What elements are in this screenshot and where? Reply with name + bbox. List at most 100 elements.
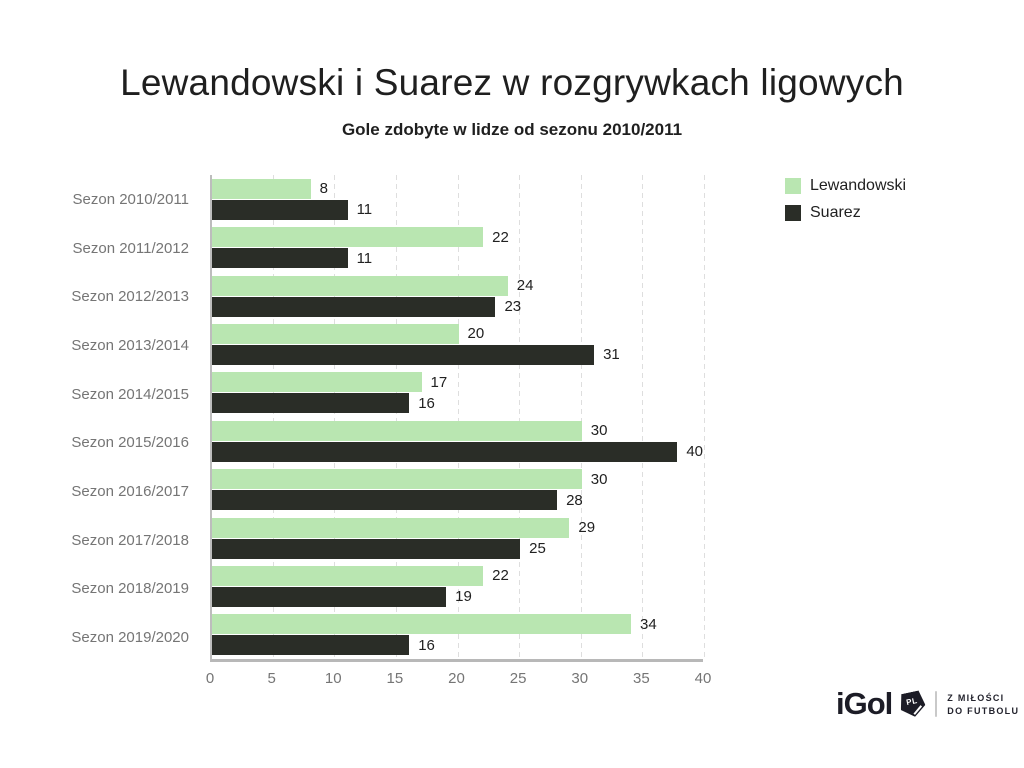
- bar-row: 11: [212, 248, 703, 269]
- value-label: 16: [418, 636, 435, 654]
- x-tick-label: 10: [324, 670, 342, 687]
- bar-lewandowski: [212, 178, 311, 199]
- category-label: Sezon 2018/2019: [71, 580, 189, 598]
- bar-lewandowski: [212, 323, 459, 344]
- gridline: [580, 175, 582, 659]
- legend: Lewandowski Suarez: [785, 177, 906, 222]
- bar-lewandowski: [212, 565, 484, 586]
- gridline: [395, 175, 397, 659]
- x-axis: 0 5 10 15 20 25 30 35 40: [0, 670, 1024, 694]
- bar-lewandowski: [212, 420, 582, 441]
- value-label: 22: [492, 228, 509, 246]
- value-label: 29: [578, 519, 596, 537]
- gridline: [272, 175, 274, 659]
- bar-suarez: [212, 538, 521, 559]
- logo-badge-text: PL: [905, 695, 919, 707]
- bar-lewandowski: [212, 469, 582, 490]
- category-axis: Sezon 2010/2011 Sezon 2011/2012 Sezon 2012…: [0, 175, 200, 662]
- value-label: 34: [640, 615, 657, 633]
- legend-label-lewandowski: Lewandowski: [810, 177, 907, 194]
- legend-swatch-lewandowski: [785, 178, 801, 194]
- bar-lewandowski: [212, 227, 484, 248]
- logo-text: iGol: [836, 686, 893, 721]
- bar-group: 29 25: [212, 514, 703, 562]
- bar-row: 8: [212, 178, 703, 199]
- bar-suarez: [212, 586, 447, 607]
- pl-pentagon-icon: PL: [898, 689, 928, 719]
- value-label: 30: [590, 470, 608, 488]
- legend-item-suarez: Suarez: [785, 204, 906, 222]
- x-tick-label: 15: [386, 670, 404, 687]
- bar-group: 20 31: [212, 320, 703, 368]
- legend-swatch-suarez: [785, 205, 801, 221]
- bar-row: 20: [212, 323, 703, 344]
- bar-group: 24 23: [212, 272, 703, 320]
- logo-divider: [935, 691, 938, 717]
- bar-group: 30 28: [212, 465, 703, 513]
- gridline: [642, 175, 644, 659]
- x-tick-label: 0: [205, 670, 215, 687]
- bar-group: 22 11: [212, 223, 703, 271]
- value-label: 20: [467, 325, 485, 343]
- logo-tagline-line2: DO FUTBOLU: [947, 705, 1020, 716]
- x-tick-label: 20: [448, 670, 465, 687]
- category-label: Sezon 2011/2012: [72, 239, 190, 257]
- category-label: Sezon 2010/2011: [72, 190, 190, 208]
- logo-tagline-line1: Z MIŁOŚCI: [947, 692, 1005, 703]
- category-label: Sezon 2016/2017: [71, 483, 189, 501]
- bar-lewandowski: [212, 372, 422, 393]
- bar-row: 16: [212, 393, 703, 414]
- bar-row: 11: [212, 199, 703, 220]
- value-label: 23: [504, 298, 522, 316]
- value-label: 25: [529, 540, 546, 558]
- bar-suarez: [212, 635, 410, 656]
- bar-suarez: [212, 344, 595, 365]
- value-label: 11: [356, 201, 373, 219]
- bar-row: 22: [212, 227, 703, 248]
- category-label: Sezon 2017/2018: [71, 531, 189, 549]
- x-tick-label: 30: [571, 670, 589, 687]
- value-label: 24: [516, 277, 534, 295]
- bar-row: 24: [212, 275, 703, 296]
- bar-suarez: [212, 296, 496, 317]
- value-label: 28: [566, 491, 583, 509]
- value-label: 19: [455, 588, 472, 606]
- value-label: 8: [319, 180, 328, 198]
- bar-group: 8 11: [212, 175, 703, 223]
- bar-row: 28: [212, 490, 703, 511]
- gridline: [457, 175, 459, 659]
- brand-logo: iGol PL Z MIŁOŚCI DO FUTBOLU: [836, 686, 1019, 722]
- value-label: 22: [492, 567, 509, 585]
- bar-row: 23: [212, 296, 703, 317]
- category-label: Sezon 2014/2015: [71, 385, 189, 403]
- bar-suarez: [212, 248, 348, 269]
- bar-group: 17 16: [212, 369, 703, 417]
- bar-lewandowski: [212, 614, 632, 635]
- bar-row: 17: [212, 372, 703, 393]
- legend-label-suarez: Suarez: [810, 204, 861, 221]
- bar-suarez: [212, 393, 410, 414]
- gridline: [334, 175, 336, 659]
- x-tick-label: 25: [509, 670, 527, 687]
- x-tick-label: 35: [633, 670, 650, 687]
- legend-item-lewandowski: Lewandowski: [785, 177, 906, 195]
- bar-row: 30: [212, 420, 703, 441]
- bar-row: 34: [212, 614, 703, 635]
- bar-row: 31: [212, 344, 703, 365]
- bar-group: 22 19: [212, 562, 703, 610]
- value-label: 11: [356, 249, 373, 267]
- bar-lewandowski: [212, 275, 508, 296]
- chart-title: Lewandowski i Suarez w rozgrywkach ligow…: [120, 62, 904, 103]
- bar-row: 40: [212, 441, 703, 462]
- logo-tagline: Z MIŁOŚCI DO FUTBOLU: [947, 693, 1019, 716]
- value-label: 30: [590, 422, 608, 440]
- bar-suarez: [212, 199, 348, 220]
- chart-subtitle: Gole zdobyte w lidze od sezonu 2010/2011: [341, 120, 683, 139]
- value-label: 40: [686, 443, 703, 461]
- category-label: Sezon 2012/2013: [71, 288, 189, 306]
- bar-row: 19: [212, 586, 703, 607]
- bar-row: 25: [212, 538, 703, 559]
- bar-group: 34 16: [212, 611, 703, 659]
- value-label: 17: [430, 373, 448, 391]
